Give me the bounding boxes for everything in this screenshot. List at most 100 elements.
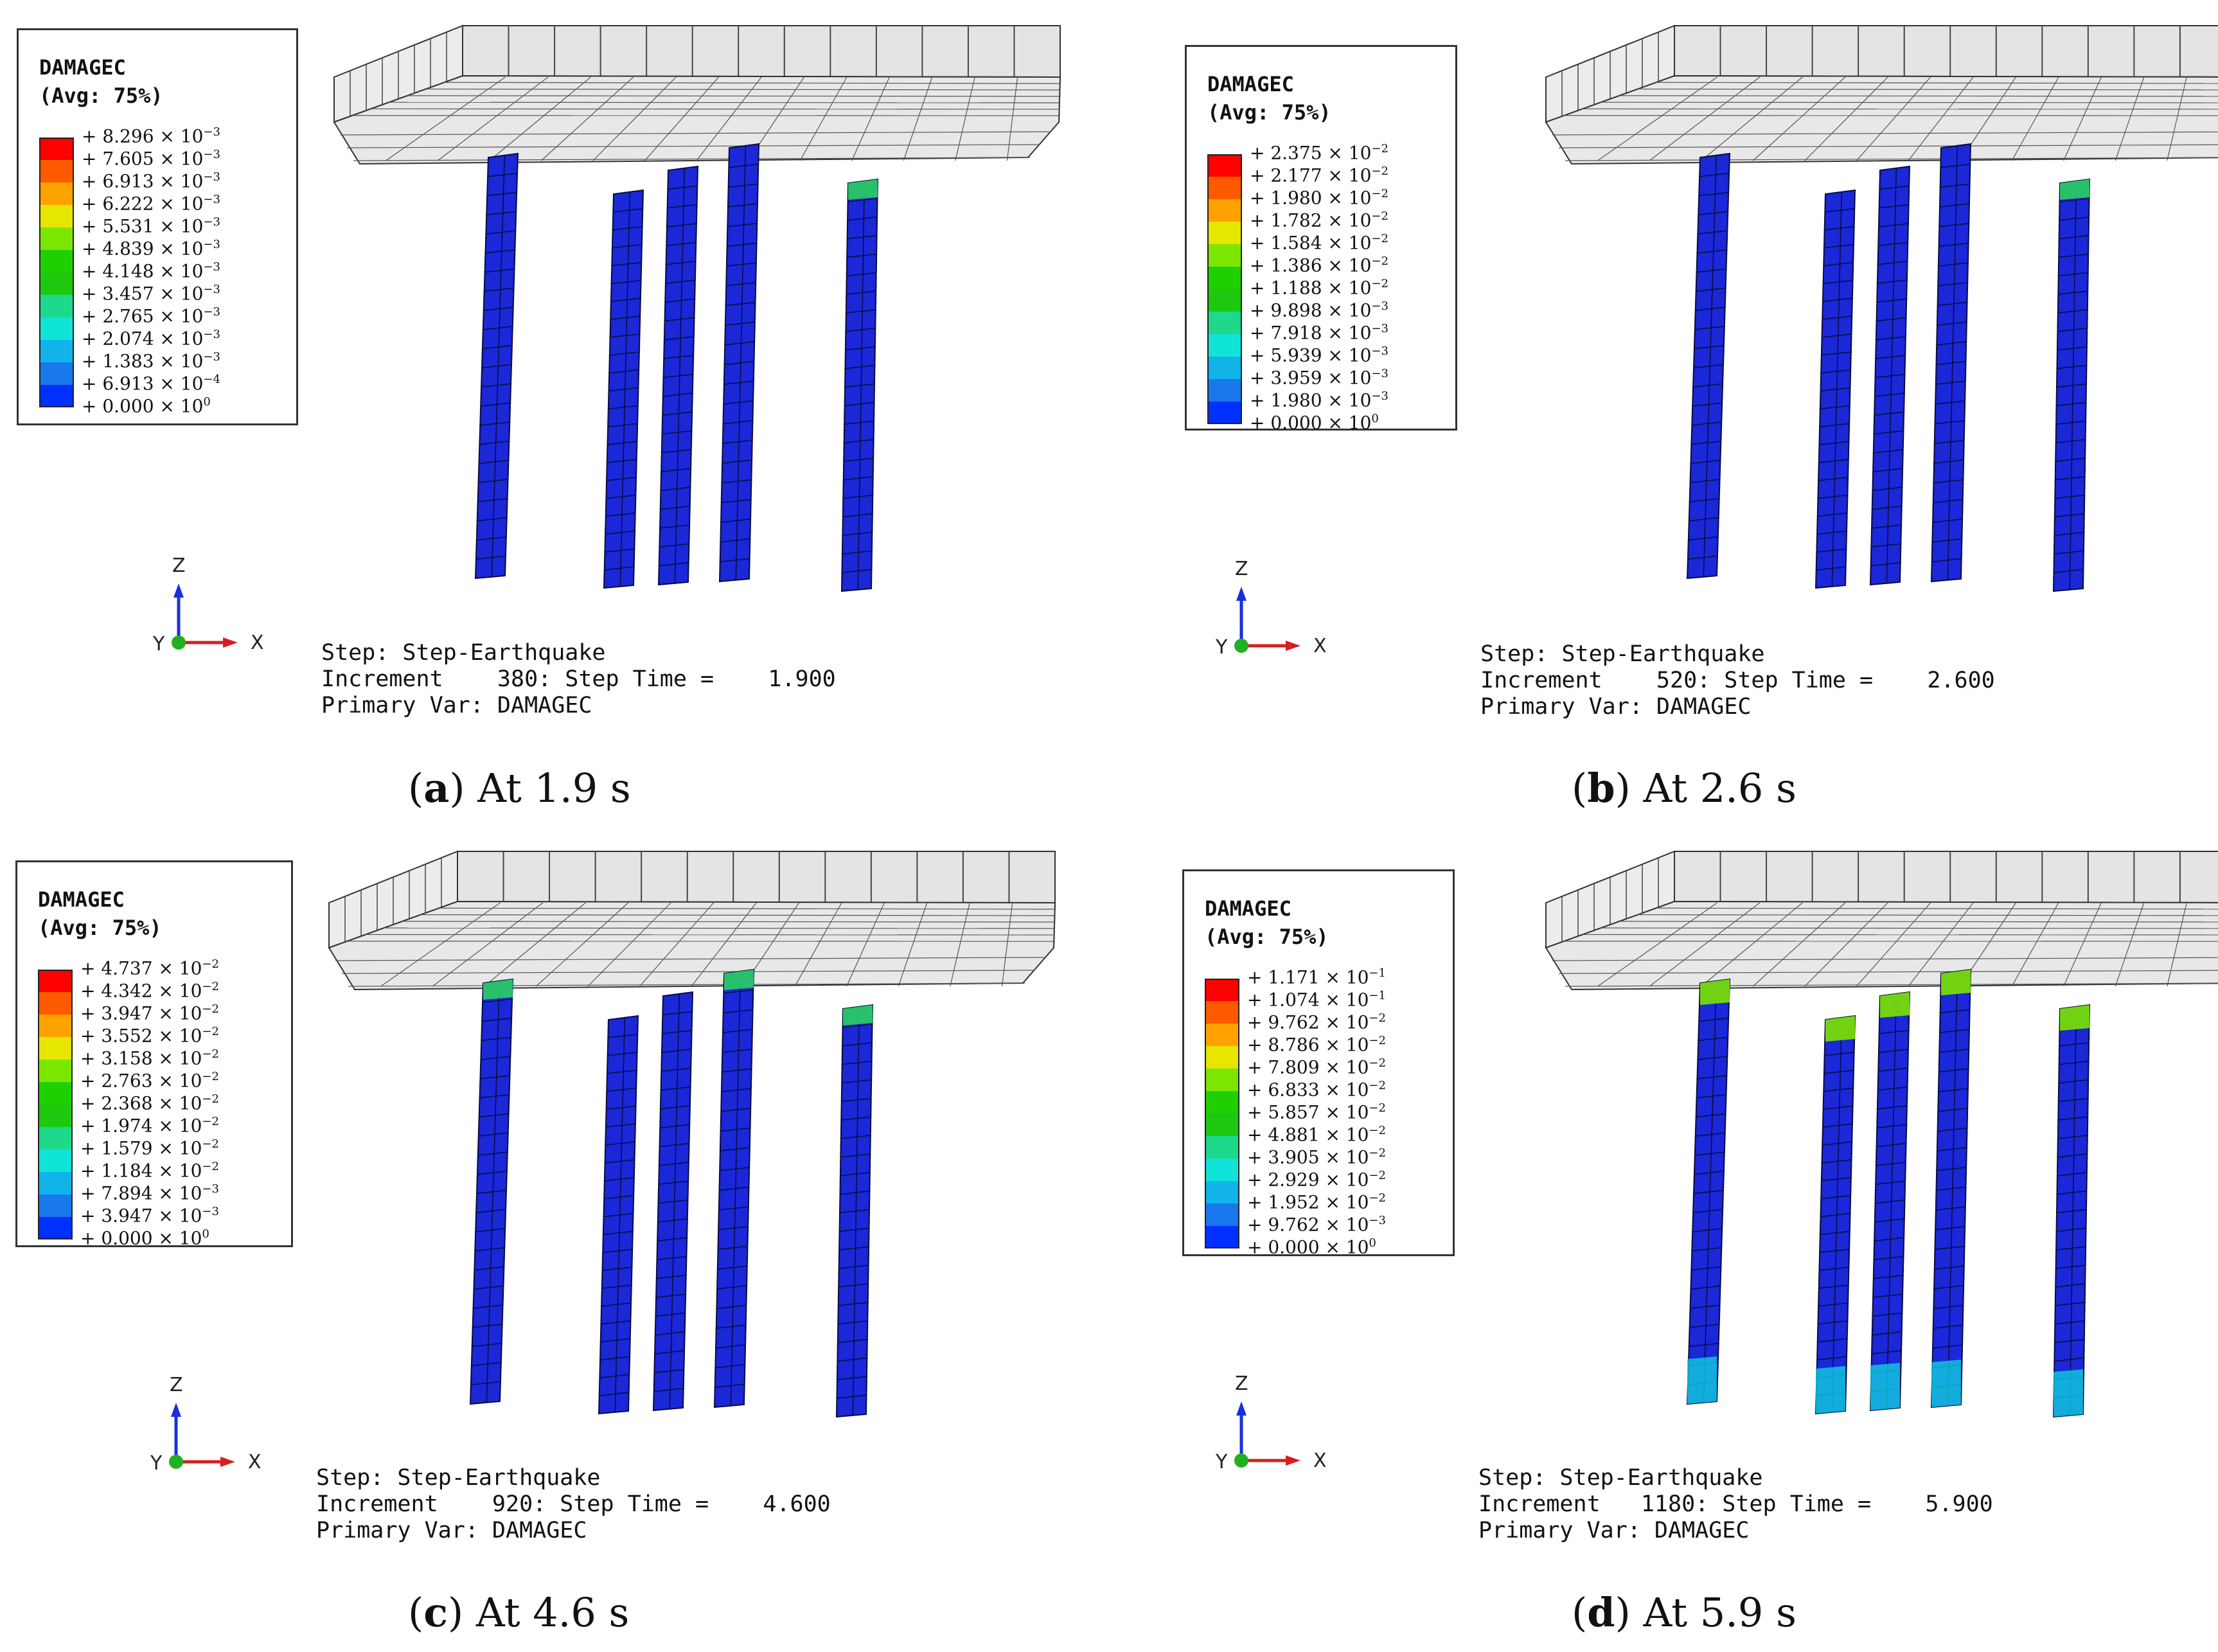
legend-swatch bbox=[1205, 979, 1239, 1001]
panel-caption: (b) At 2.6 s bbox=[1572, 765, 1797, 812]
slab-bottom-mesh bbox=[1545, 75, 2218, 165]
legend-value-exponent: −2 bbox=[1369, 1079, 1386, 1092]
legend-swatch-outline bbox=[1205, 979, 1239, 1248]
axis-z-label: Z bbox=[1235, 558, 1248, 580]
legend-value-mantissa: + 6.913 × 10 bbox=[82, 373, 204, 395]
legend-value-exponent: −2 bbox=[202, 1115, 219, 1128]
legend-value-mantissa: + 1.188 × 10 bbox=[1250, 277, 1372, 299]
legend-swatch bbox=[38, 1195, 73, 1217]
legend-value: + 2.074 × 10−3 bbox=[82, 328, 220, 349]
legend-swatch bbox=[39, 227, 74, 250]
legend-value-mantissa: + 3.959 × 10 bbox=[1250, 367, 1372, 389]
legend-swatch bbox=[38, 1150, 73, 1172]
legend-value: + 8.296 × 10−3 bbox=[82, 125, 220, 147]
legend-value-mantissa: + 2.765 × 10 bbox=[82, 305, 204, 327]
legend-value: + 7.894 × 10−3 bbox=[80, 1182, 219, 1203]
legend-value-exponent: −3 bbox=[202, 1182, 219, 1196]
slab-bottom-mesh bbox=[333, 75, 1061, 165]
legend-title-avg: (Avg: 75%) bbox=[39, 84, 163, 108]
legend-value-exponent: −3 bbox=[202, 1205, 219, 1218]
column bbox=[1814, 1015, 1856, 1415]
panel-caption: (c) At 4.6 s bbox=[408, 1589, 630, 1636]
legend-value-exponent: −2 bbox=[1369, 1146, 1386, 1160]
legend-swatch bbox=[38, 1172, 73, 1195]
caption-letter: b bbox=[1587, 765, 1615, 812]
legend-value-exponent: −3 bbox=[1371, 367, 1388, 380]
axis-x-label: X bbox=[248, 1451, 262, 1473]
legend-swatch bbox=[1205, 1159, 1239, 1181]
legend-swatch bbox=[39, 182, 74, 205]
legend-value-mantissa: + 5.531 × 10 bbox=[82, 215, 204, 237]
legend-value-exponent: −2 bbox=[202, 1025, 219, 1038]
legend-value-exponent: −2 bbox=[202, 1092, 219, 1106]
step-info: Step: Step-Earthquake Increment 380: Step… bbox=[321, 640, 836, 719]
legend-swatch bbox=[39, 272, 74, 295]
legend-value-exponent: −2 bbox=[1369, 1191, 1386, 1205]
legend-value: + 1.386 × 10−2 bbox=[1250, 254, 1388, 276]
column bbox=[840, 178, 879, 592]
legend-value: + 3.905 × 10−2 bbox=[1247, 1146, 1386, 1168]
damage-zone-top bbox=[483, 979, 513, 1000]
legend-title: DAMAGEC (Avg: 75%) bbox=[1205, 894, 1329, 951]
legend-value-mantissa: + 0.000 × 10 bbox=[1247, 1236, 1369, 1258]
legend-value-mantissa: + 1.584 × 10 bbox=[1250, 232, 1372, 254]
legend-value-exponent: −2 bbox=[202, 1160, 219, 1173]
legend-swatch bbox=[1207, 267, 1242, 289]
damage-zone-bottom bbox=[1687, 1356, 1717, 1404]
legend-swatch bbox=[39, 160, 74, 182]
legend-value-mantissa: + 0.000 × 10 bbox=[82, 395, 204, 417]
axis-x-label: X bbox=[1313, 635, 1327, 657]
caption-letter: a bbox=[423, 765, 450, 812]
legend-value-exponent: −3 bbox=[203, 125, 220, 139]
legend-value-exponent: −3 bbox=[1371, 299, 1388, 313]
legend-value-exponent: −3 bbox=[1371, 344, 1388, 358]
legend-value: + 4.148 × 10−3 bbox=[82, 260, 220, 281]
axis-z-label: Z bbox=[1235, 1372, 1248, 1395]
legend-title-var: DAMAGEC bbox=[39, 55, 126, 80]
panel-caption: (d) At 5.9 s bbox=[1572, 1589, 1797, 1636]
column bbox=[1869, 991, 1911, 1412]
legend-title-var: DAMAGEC bbox=[1205, 896, 1291, 921]
legend-swatch bbox=[1205, 1114, 1239, 1136]
legend-swatch bbox=[39, 138, 74, 160]
legend-value: + 0.000 × 100 bbox=[1250, 412, 1379, 433]
damage-zone-top bbox=[2060, 179, 2089, 200]
column bbox=[713, 968, 755, 1408]
legend-value-mantissa: + 3.947 × 10 bbox=[80, 1002, 202, 1024]
fe-model: Z X Y bbox=[152, 24, 1061, 655]
legend-value-exponent: −2 bbox=[202, 1137, 219, 1151]
legend-value: + 3.457 × 10−3 bbox=[82, 283, 220, 304]
legend-value-exponent: −2 bbox=[202, 1002, 219, 1016]
legend-value: + 6.913 × 10−3 bbox=[82, 170, 220, 191]
legend-value: + 0.000 × 100 bbox=[80, 1227, 209, 1248]
legend-value-mantissa: + 7.809 × 10 bbox=[1247, 1056, 1369, 1078]
legend-value: + 4.737 × 10−2 bbox=[80, 957, 219, 979]
step-info: Step: Step-Earthquake Increment 1180: Ste… bbox=[1478, 1465, 1993, 1544]
legend-swatch-outline bbox=[39, 138, 74, 407]
legend-value-exponent: −2 bbox=[1371, 277, 1388, 290]
legend-value: + 1.952 × 10−2 bbox=[1247, 1191, 1386, 1212]
legend-value-exponent: −3 bbox=[203, 193, 220, 206]
legend-value-exponent: −2 bbox=[202, 1070, 219, 1083]
legend-value-exponent: −3 bbox=[203, 260, 220, 274]
step-info-line1: Step: Step-Earthquake bbox=[1478, 1465, 1763, 1491]
legend-title-avg: (Avg: 75%) bbox=[1205, 925, 1329, 949]
legend-swatch bbox=[38, 1217, 73, 1239]
legend-value-mantissa: + 2.177 × 10 bbox=[1250, 164, 1372, 186]
axis-y-label: Y bbox=[1215, 636, 1228, 659]
panel-caption: (a) At 1.9 s bbox=[408, 765, 631, 812]
damage-zone-top bbox=[1700, 979, 1730, 1005]
legend-swatch bbox=[1205, 1136, 1239, 1159]
axis-y-label: Y bbox=[152, 633, 165, 655]
step-info-line2: Increment 1180: Step Time = 5.900 bbox=[1478, 1491, 1993, 1517]
legend-value-exponent: −2 bbox=[1371, 254, 1388, 268]
legend-swatch bbox=[1207, 402, 1242, 424]
legend-title: DAMAGEC (Avg: 75%) bbox=[39, 53, 163, 110]
damage-zone-bottom bbox=[2054, 1369, 2083, 1417]
legend-swatch bbox=[1205, 1001, 1239, 1024]
legend-box: DAMAGEC (Avg: 75%) + 8.296 × 10−3 + 7.605 ×… bbox=[17, 28, 298, 425]
panel-a: DAMAGEC (Avg: 75%) + 8.296 × 10−3 + 7.605 ×… bbox=[0, 0, 1109, 826]
panel-c: DAMAGEC (Avg: 75%) + 4.737 × 10−2 + 4.342 ×… bbox=[0, 826, 1109, 1651]
legend-value-exponent: −3 bbox=[203, 305, 220, 319]
legend-value-exponent: −3 bbox=[203, 328, 220, 341]
